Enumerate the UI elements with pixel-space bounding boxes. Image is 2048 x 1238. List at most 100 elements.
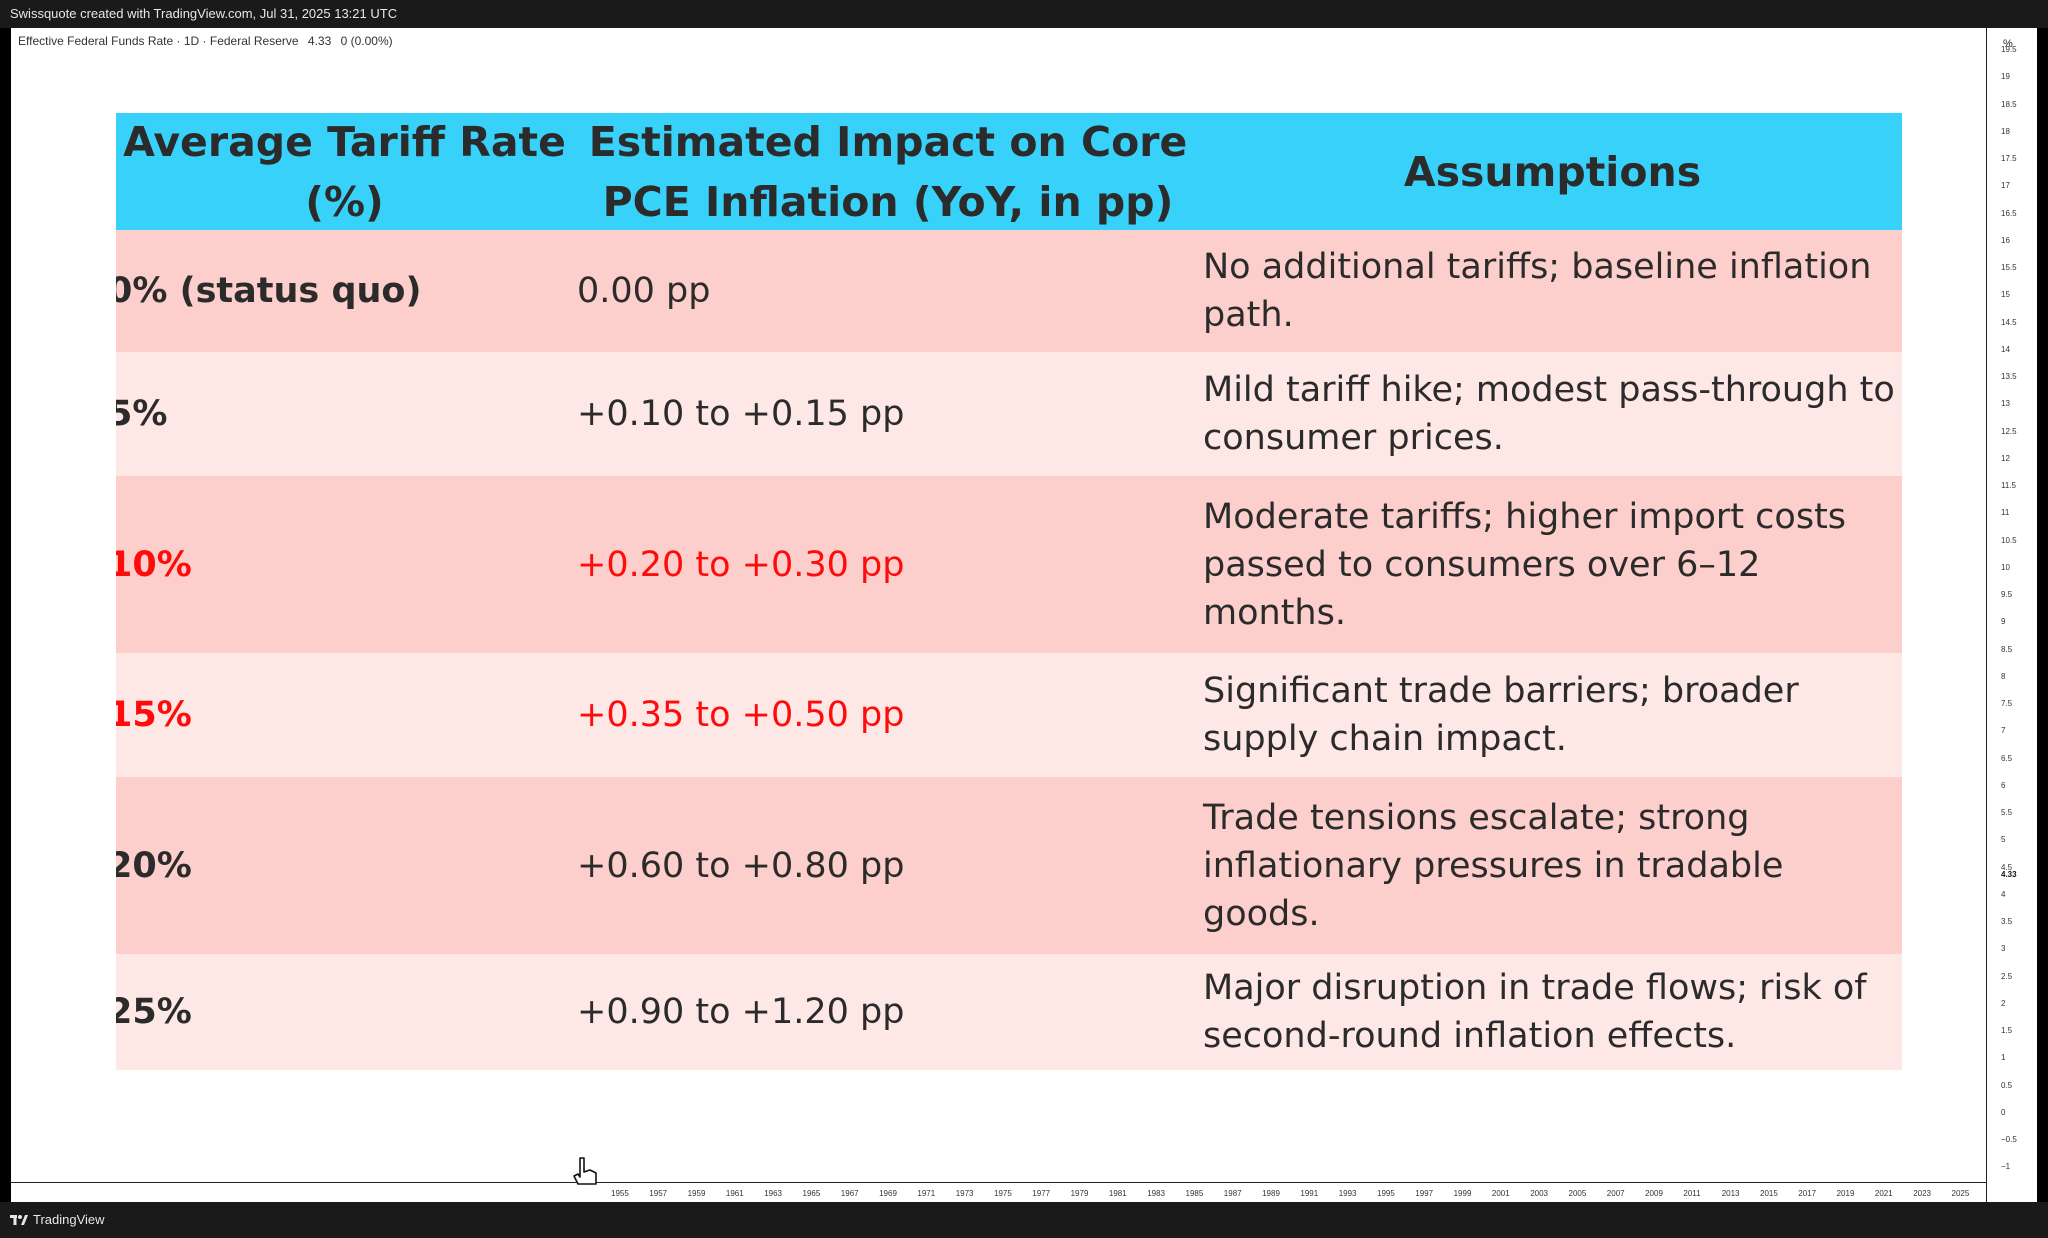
price-axis-tick: 15.5 [2001, 263, 2017, 272]
price-axis-tick: 16.5 [2001, 208, 2017, 218]
time-axis-tick: 1987 [1223, 1189, 1242, 1198]
price-axis-tick: 11.5 [2001, 481, 2016, 490]
price-axis-tick: 12 [2001, 453, 2010, 463]
time-axis-tick: 2009 [1645, 1189, 1663, 1198]
table-row: 25% +0.90 to +1.20 pp Major disruption in … [116, 954, 1902, 1070]
time-axis-tick: 1955 [611, 1189, 629, 1198]
price-axis-tick: 13.5 [2001, 372, 2017, 381]
time-axis-tick: 2017 [1798, 1189, 1817, 1198]
tariff-impact-table: Average Tariff Rate (%) Estimated Impact… [116, 113, 1902, 1070]
cell-estimated-impact: 0.00 pp [577, 271, 711, 311]
price-axis-tick: 13 [2001, 399, 2010, 409]
price-axis-tick: 9.5 [2001, 590, 2013, 599]
price-axis-tick: 5.5 [2001, 808, 2013, 817]
time-axis-tick: 2003 [1530, 1189, 1548, 1198]
table-header: Average Tariff Rate (%) Estimated Impact… [116, 113, 1902, 230]
price-axis-tick: 7 [2001, 726, 2006, 736]
price-axis-tick: 4.5 [2001, 862, 2013, 872]
cell-assumption: Moderate tariffs; higher import costs pa… [1203, 496, 1847, 633]
time-axis-tick: 1979 [1070, 1189, 1089, 1198]
cell-assumption: No additional tariffs; baseline inflatio… [1203, 247, 1872, 335]
price-axis-tick: 14 [2001, 344, 2010, 354]
time-axis-tick: 1963 [764, 1189, 782, 1198]
time-axis-tick: 2013 [1721, 1189, 1740, 1198]
time-axis-tick: 1997 [1415, 1189, 1434, 1198]
time-axis-tick: 2005 [1568, 1189, 1587, 1198]
price-axis[interactable]: % 19.5 19 18.5 18 17.5 17 16.5 16 15.5 15 14.5 14 13… [1986, 28, 2037, 1202]
cell-tariff-rate: 25% [116, 992, 192, 1032]
price-axis-tick: 11 [2001, 508, 2010, 518]
price-axis-tick: 9 [2001, 617, 2006, 627]
price-axis-tick: 6 [2001, 780, 2006, 790]
time-axis-tick: 1991 [1300, 1189, 1319, 1198]
header-estimated-impact: Estimated Impact on Core PCE Inflation (… [588, 117, 1188, 226]
time-axis-tick: 2021 [1874, 1189, 1893, 1198]
time-axis-tick: 1961 [725, 1189, 744, 1198]
time-axis-tick: 1999 [1453, 1189, 1472, 1198]
cell-assumption: Major disruption in trade flows; risk of… [1203, 968, 1867, 1056]
time-axis-tick: 2001 [1491, 1189, 1510, 1198]
table-row: 20% +0.60 to +0.80 pp Trade tensions escal… [116, 777, 1902, 954]
price-axis-tick: −1 [2001, 1162, 2011, 1172]
price-axis-tick: 1 [2001, 1053, 2006, 1063]
cell-tariff-rate: 20% [116, 845, 192, 886]
time-axis-tick: 1967 [840, 1189, 859, 1198]
price-axis-tick: 18 [2001, 126, 2010, 136]
price-axis-tick: 2.5 [2001, 971, 2013, 981]
time-axis-tick: 1973 [955, 1189, 974, 1198]
price-axis-tick: 8 [2001, 671, 2006, 681]
caption-text: Swissquote created with TradingView.com,… [10, 6, 398, 21]
time-axis-tick: 1993 [1338, 1189, 1357, 1198]
price-axis-tick: 18.5 [2001, 99, 2017, 109]
cell-assumption: Mild tariff hike; modest pass-through to… [1203, 370, 1895, 458]
price-axis-tick: 19.5 [2001, 45, 2017, 54]
time-axis-tick: 2019 [1836, 1189, 1855, 1198]
brand-label: TradingView [33, 1212, 105, 1227]
time-axis-tick: 1975 [994, 1189, 1012, 1198]
time-axis-tick: 1957 [649, 1189, 668, 1198]
cell-assumption: Trade tensions escalate; strong inflatio… [1203, 797, 1784, 934]
header-assumptions: Assumptions [1403, 147, 1702, 196]
time-axis[interactable]: 1955 1957 1959 1961 1963 1965 1967 1969 1971 1973… [11, 1182, 1986, 1203]
footer-bar: TradingView [0, 1202, 2048, 1238]
price-axis-tick: 4 [2001, 889, 2006, 899]
cell-estimated-impact: +0.20 to +0.30 pp [577, 544, 905, 585]
time-axis-tick: 2007 [1606, 1189, 1625, 1198]
pointer-cursor-icon [573, 1157, 597, 1185]
symbol-change: 0 (0.00%) [340, 34, 393, 48]
cell-assumption: Significant trade barriers; broader supp… [1203, 671, 1799, 759]
time-axis-tick: 2025 [1951, 1189, 1970, 1198]
price-axis-tick: 0 [2001, 1107, 2006, 1117]
table-row: 15% +0.35 to +0.50 pp Significant trade ba… [116, 653, 1902, 777]
price-axis-tick: 17.5 [2001, 154, 2017, 163]
price-axis-tick: 7.5 [2001, 699, 2013, 708]
price-axis-tick: −0.5 [2001, 1135, 2017, 1144]
tradingview-logo-icon [10, 1214, 28, 1225]
symbol-price: 4.33 [307, 34, 332, 48]
time-axis-tick: 1981 [1108, 1189, 1127, 1198]
tradingview-brand[interactable]: TradingView [10, 1212, 105, 1227]
screenshot-caption-bar: Swissquote created with TradingView.com,… [0, 0, 2048, 28]
cell-tariff-rate: 5% [116, 394, 168, 434]
header-tariff-rate: Average Tariff Rate (%) [123, 117, 566, 226]
symbol-name: Effective Federal Funds Rate · 1D · Fede… [18, 34, 299, 48]
price-axis-tick: 1.5 [2001, 1026, 2013, 1035]
price-axis-tick: 0.5 [2001, 1080, 2013, 1090]
price-axis-tick: 3 [2001, 944, 2006, 954]
cell-estimated-impact: +0.90 to +1.20 pp [577, 992, 905, 1032]
time-axis-tick: 1985 [1185, 1189, 1204, 1198]
time-axis-tick: 1983 [1147, 1189, 1165, 1198]
table-body: 0% (status quo) 0.00 pp No additional tari… [116, 230, 1902, 1070]
cell-estimated-impact: +0.60 to +0.80 pp [577, 845, 905, 886]
time-axis-tick: 2023 [1913, 1189, 1931, 1198]
symbol-legend[interactable]: Effective Federal Funds Rate · 1D · Fede… [18, 34, 399, 48]
price-axis-tick: 5 [2001, 835, 2006, 845]
time-axis-tick: 1971 [917, 1189, 936, 1198]
price-axis-tick: 17 [2001, 181, 2010, 191]
time-axis-tick: 1977 [1032, 1189, 1051, 1198]
price-axis-tick: 3.5 [2001, 917, 2013, 926]
price-axis-tick: 16 [2001, 235, 2010, 245]
price-axis-tick: 19 [2001, 72, 2010, 82]
time-axis-tick: 1969 [879, 1189, 897, 1198]
time-axis-tick: 1989 [1262, 1189, 1280, 1198]
